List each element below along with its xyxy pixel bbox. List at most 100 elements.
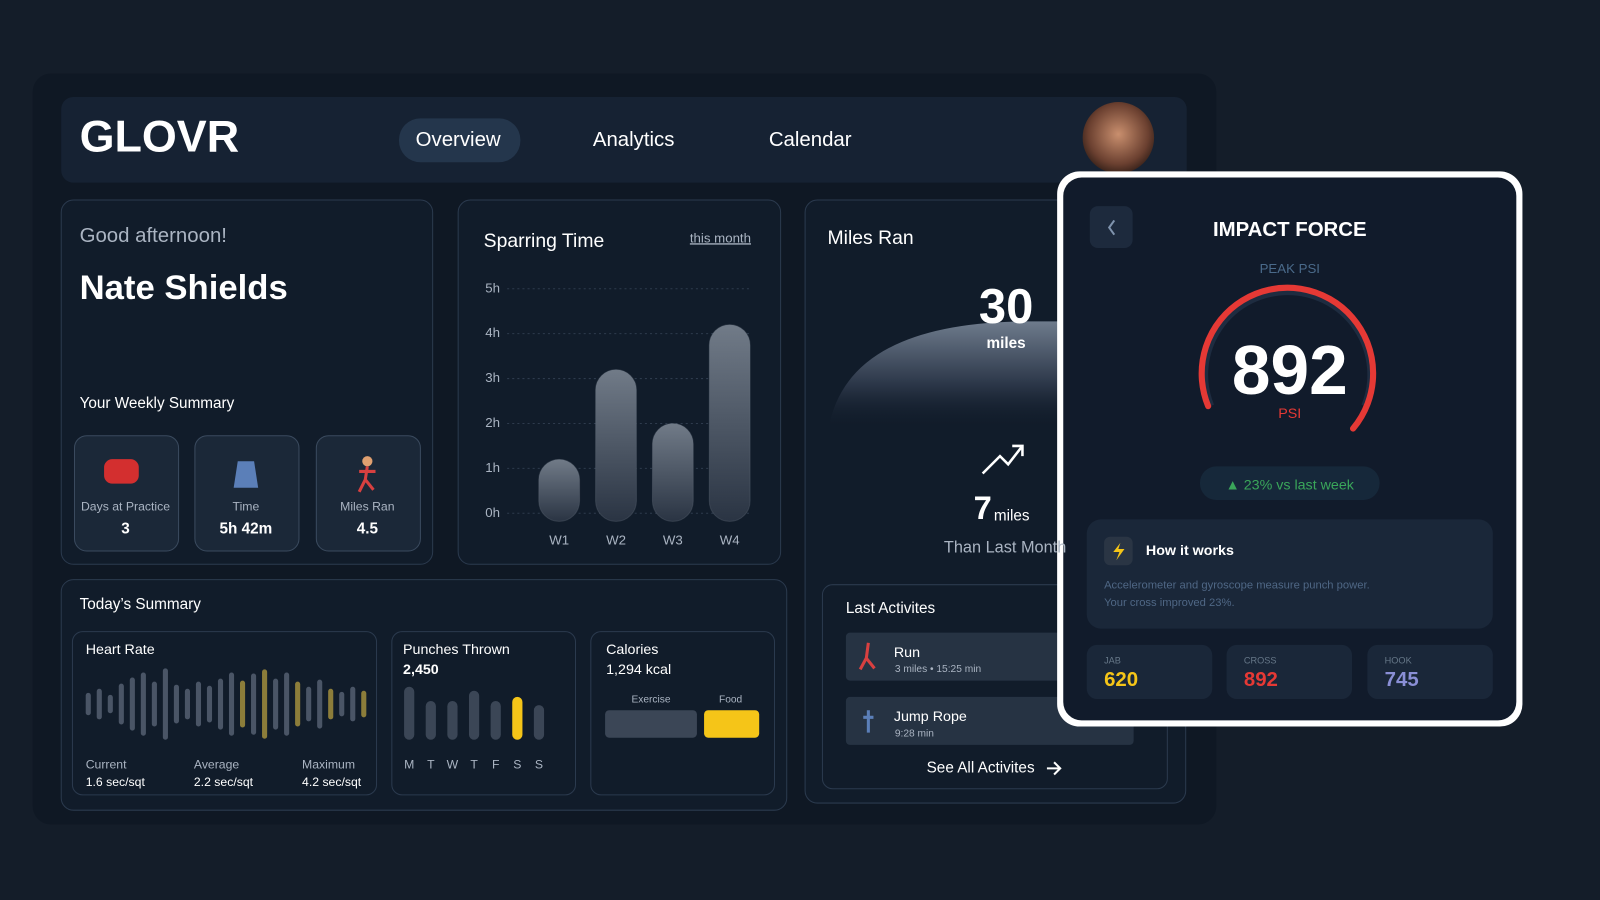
x-tick-label: S xyxy=(535,758,543,772)
greeting: Good afternoon! xyxy=(80,225,227,247)
period-link[interactable]: this month xyxy=(690,230,751,245)
punch-bar xyxy=(490,701,501,740)
arrow-icon xyxy=(1046,761,1062,776)
x-tick-label: M xyxy=(404,758,414,772)
miles-delta: 7 xyxy=(974,489,992,526)
punch-label: HOOK xyxy=(1385,656,1413,666)
gauge-value: 892 xyxy=(1232,331,1348,409)
punch-label: JAB xyxy=(1104,656,1121,666)
sub-card xyxy=(71,631,378,796)
summary-label: Miles Ran xyxy=(340,499,395,513)
dome-shape xyxy=(828,321,1082,429)
x-tick-label: W2 xyxy=(606,532,626,547)
see-all-link[interactable]: See All Activites xyxy=(927,759,1035,776)
heart-bar xyxy=(361,690,367,718)
y-tick-label: 2h xyxy=(485,415,500,430)
summary-label: Days at Practice xyxy=(81,499,170,513)
miles-unit: miles xyxy=(987,335,1026,352)
how-box xyxy=(1086,519,1493,629)
card-title: Sparring Time xyxy=(484,230,605,252)
heart-bar xyxy=(251,673,257,735)
summary-tile xyxy=(315,435,421,552)
section-title: Your Weekly Summary xyxy=(80,395,235,412)
back-button[interactable] xyxy=(1089,206,1133,248)
stat-value: 1.6 sec/sqt xyxy=(86,775,146,789)
heart-bar xyxy=(228,672,235,736)
heart-bar xyxy=(328,688,334,720)
activity-name: Run xyxy=(894,645,920,661)
layout: GLOVR Overview Analytics Calendar Good after… xyxy=(32,73,1523,825)
card-title: Last Activites xyxy=(846,600,936,617)
heart-bar xyxy=(173,684,179,724)
sub-title: Calories xyxy=(606,642,658,658)
calorie-label: Exercise xyxy=(631,695,670,706)
heart-bar xyxy=(239,680,246,728)
heart-bar xyxy=(206,685,213,723)
heart-bar xyxy=(217,678,224,730)
y-tick-label: 1h xyxy=(485,460,500,475)
punch-value: 620 xyxy=(1104,669,1138,691)
x-tick-label: W3 xyxy=(663,532,683,547)
nav-active[interactable] xyxy=(398,118,521,163)
nav-item[interactable]: Overview xyxy=(416,129,501,151)
punch-tile xyxy=(1367,644,1493,699)
stat-value: 2.2 sec/sqt xyxy=(194,775,254,789)
run-icon xyxy=(858,642,876,671)
card-title: Miles Ran xyxy=(828,227,914,249)
punch-bar xyxy=(447,701,458,740)
activity-detail: 3 miles • 15:25 min xyxy=(895,664,981,675)
chevron xyxy=(1107,219,1116,236)
heart-bar xyxy=(129,677,135,731)
punch-value: 892 xyxy=(1244,669,1278,691)
sub-title: Heart Rate xyxy=(86,642,155,658)
heart-bar xyxy=(140,672,146,736)
calorie-label: Food xyxy=(719,695,743,706)
runner-icon xyxy=(357,466,376,493)
bar xyxy=(538,458,581,522)
sub-total: 1,294 kcal xyxy=(606,662,671,678)
heart-bar xyxy=(85,692,91,716)
heart-bar xyxy=(284,672,290,736)
bar xyxy=(651,422,694,522)
y-tick-label: 0h xyxy=(485,505,500,520)
bar xyxy=(708,324,751,522)
y-tick-label: 5h xyxy=(485,280,500,295)
x-tick-label: W xyxy=(447,758,459,772)
avatar[interactable] xyxy=(1082,102,1155,174)
panel-title: IMPACT FORCE xyxy=(1213,219,1367,241)
x-tick-label: W4 xyxy=(720,532,740,547)
heart-bar xyxy=(306,686,312,722)
panel-subtitle: PEAK PSI xyxy=(1260,261,1320,276)
nav-item[interactable]: Calendar xyxy=(769,129,852,151)
heart-bar xyxy=(195,681,202,727)
heart-bar xyxy=(262,669,268,739)
runner-icon xyxy=(362,456,373,467)
exercise-block xyxy=(605,710,697,738)
bar xyxy=(595,369,637,522)
heart-bar xyxy=(295,681,301,727)
summary-value: 3 xyxy=(121,521,130,538)
glove-icon xyxy=(104,459,139,484)
heart-bar xyxy=(350,686,356,722)
miles-total: 30 xyxy=(979,280,1033,334)
activity-detail: 9:28 min xyxy=(895,728,934,739)
header-bar xyxy=(61,96,1187,183)
punch-tile xyxy=(1086,644,1213,699)
miles-unit: miles xyxy=(994,507,1030,524)
x-tick-label: F xyxy=(492,758,499,772)
rope-icon xyxy=(863,710,874,733)
nav-item[interactable]: Analytics xyxy=(593,129,675,151)
miles-caption: Than Last Month xyxy=(944,538,1066,556)
heart-bar xyxy=(339,691,345,717)
change-text: ▲ 23% vs last week xyxy=(1226,477,1355,493)
logo: GLOVR xyxy=(80,111,240,162)
change-pill xyxy=(1199,466,1380,500)
punch-value: 745 xyxy=(1385,669,1419,691)
punch-bar xyxy=(425,701,436,740)
y-tick-label: 3h xyxy=(485,370,500,385)
sub-card xyxy=(391,631,577,796)
summary-label: Time xyxy=(233,499,260,513)
gauge-unit: PSI xyxy=(1278,406,1301,422)
heart-bar xyxy=(317,679,323,729)
